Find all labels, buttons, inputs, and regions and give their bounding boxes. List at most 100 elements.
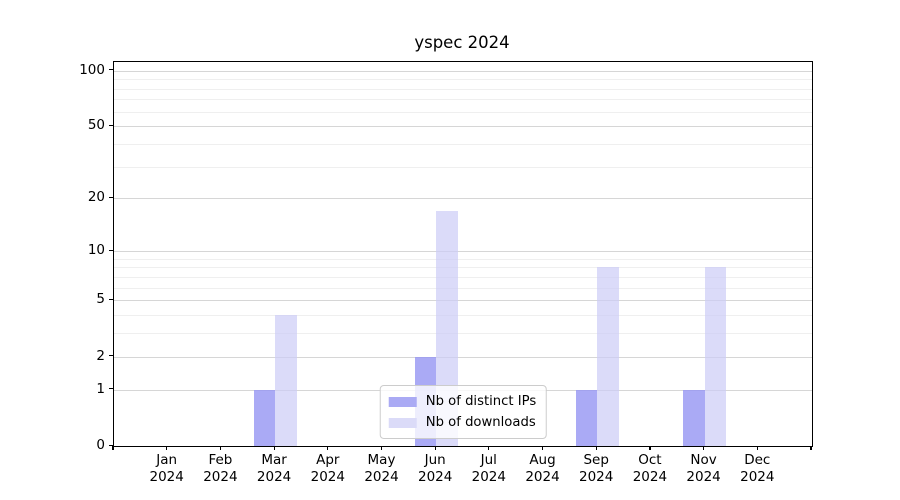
y-tick xyxy=(109,196,113,199)
legend-entry-distinct-ips: Nb of distinct IPs xyxy=(388,391,537,412)
gridline-minor xyxy=(114,166,812,168)
x-tick xyxy=(219,446,222,450)
x-tick-year: 2024 xyxy=(203,469,238,485)
y-tick-label: 1 xyxy=(96,380,105,397)
gridline-major xyxy=(114,300,812,302)
x-tick-label: May 2024 xyxy=(352,452,412,486)
x-tick-month: Jun xyxy=(424,452,446,468)
gridline-minor xyxy=(114,79,812,81)
y-tick-label: 0 xyxy=(96,437,105,453)
x-tick-label: Feb 2024 xyxy=(190,452,250,486)
gridline-minor xyxy=(114,287,812,289)
gridline-major xyxy=(114,356,812,358)
legend-label-downloads: Nb of downloads xyxy=(425,415,536,430)
x-tick xyxy=(488,446,490,450)
x-tick-label: Jun 2024 xyxy=(405,452,465,486)
x-tick xyxy=(649,446,651,450)
y-tick xyxy=(109,249,113,251)
gridline-minor xyxy=(114,333,812,335)
bar-distinct-ips xyxy=(253,389,276,446)
gridline-minor xyxy=(114,315,812,317)
x-tick-month: Jan xyxy=(156,452,178,468)
x-tick-label: Dec 2024 xyxy=(727,452,787,486)
x-tick-year: 2024 xyxy=(149,469,184,485)
x-tick xyxy=(595,446,597,450)
gridline-major xyxy=(114,70,812,72)
x-tick-month: Mar xyxy=(261,452,287,468)
x-tick-month: May xyxy=(367,452,396,468)
x-tick xyxy=(810,446,812,450)
y-tick xyxy=(109,388,113,390)
x-tick xyxy=(541,446,544,450)
bar-downloads xyxy=(275,315,297,446)
y-tick xyxy=(109,355,113,357)
legend-entry-downloads: Nb of downloads xyxy=(388,412,537,433)
gridline-minor xyxy=(114,258,812,260)
y-tick xyxy=(109,124,113,126)
x-tick-month: Jul xyxy=(480,452,497,468)
x-tick xyxy=(703,446,705,450)
x-tick-year: 2024 xyxy=(686,469,721,485)
x-tick xyxy=(380,446,383,450)
x-tick-label: Oct 2024 xyxy=(620,452,680,486)
x-tick-year: 2024 xyxy=(579,469,614,485)
y-tick-label: 50 xyxy=(87,117,105,134)
y-tick xyxy=(109,298,113,301)
x-tick xyxy=(434,446,436,450)
bar-distinct-ips xyxy=(575,389,598,446)
y-tick-label: 2 xyxy=(96,347,105,364)
x-tick-year: 2024 xyxy=(740,469,775,485)
x-tick-label: Apr 2024 xyxy=(298,452,358,486)
x-tick-month: Sep xyxy=(583,452,609,468)
gridline-minor xyxy=(114,99,812,101)
x-tick-year: 2024 xyxy=(256,469,292,485)
x-tick-label: Jan 2024 xyxy=(137,452,197,486)
x-tick-label: Nov 2024 xyxy=(674,452,734,486)
y-tick-label: 20 xyxy=(87,189,105,206)
y-tick-label: 10 xyxy=(87,242,105,258)
legend-swatch-distinct-ips xyxy=(388,396,417,407)
x-tick xyxy=(112,446,114,450)
x-tick xyxy=(756,446,758,450)
x-tick-year: 2024 xyxy=(471,469,506,485)
x-tick-label: Jul 2024 xyxy=(459,452,519,486)
y-tick xyxy=(109,444,113,446)
x-tick-month: Aug xyxy=(529,452,556,468)
gridline-minor xyxy=(114,111,812,113)
gridline-minor xyxy=(114,267,812,269)
legend: Nb of distinct IPs Nb of downloads xyxy=(379,385,547,439)
bar-distinct-ips xyxy=(683,389,705,446)
gridline-minor xyxy=(114,144,812,145)
x-tick-month: Nov xyxy=(690,452,717,468)
gridline-major xyxy=(114,126,812,128)
x-tick-year: 2024 xyxy=(632,469,668,485)
gridline-major xyxy=(114,198,812,200)
x-tick-year: 2024 xyxy=(310,469,345,485)
x-tick-year: 2024 xyxy=(525,469,560,485)
bar-downloads xyxy=(704,267,727,446)
x-tick-year: 2024 xyxy=(364,469,399,485)
x-tick-year: 2024 xyxy=(418,469,453,485)
gridline-major xyxy=(114,251,812,252)
x-tick-label: Mar 2024 xyxy=(244,452,304,486)
x-tick-month: Oct xyxy=(638,452,662,468)
x-tick xyxy=(166,446,168,450)
gridline-minor xyxy=(114,88,812,90)
x-tick-label: Sep 2024 xyxy=(566,452,626,486)
chart-title: yspec 2024 xyxy=(414,33,510,52)
legend-swatch-downloads xyxy=(388,417,417,428)
legend-label-distinct-ips: Nb of distinct IPs xyxy=(425,394,537,409)
y-tick xyxy=(109,69,113,71)
gridline-minor xyxy=(114,276,812,278)
x-tick-label: Aug 2024 xyxy=(513,452,573,486)
y-tick-label: 5 xyxy=(96,291,105,308)
y-tick-label: 100 xyxy=(79,61,105,78)
x-tick-month: Apr xyxy=(316,452,340,468)
x-tick xyxy=(327,446,329,450)
plot-area: Nb of distinct IPs Nb of downloads xyxy=(113,61,813,447)
bar-downloads xyxy=(597,267,619,446)
x-tick-month: Feb xyxy=(208,452,233,468)
x-tick-month: Dec xyxy=(744,452,771,468)
x-tick xyxy=(273,446,275,450)
